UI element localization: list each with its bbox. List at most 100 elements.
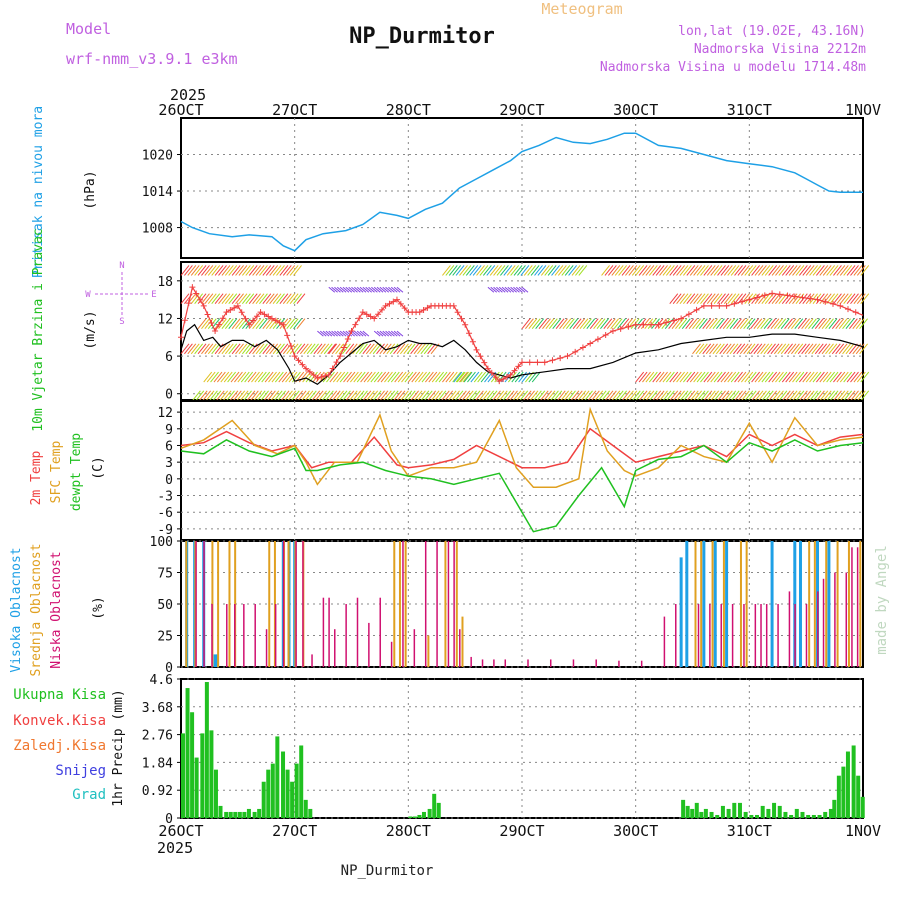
wind-barb xyxy=(313,343,323,355)
wind-barb xyxy=(363,371,373,383)
gust-marker xyxy=(739,298,746,305)
wind-barb xyxy=(693,265,703,276)
wind-barb xyxy=(727,265,737,276)
wind-barb xyxy=(298,371,308,383)
wind-barb xyxy=(715,343,725,355)
wind-barb xyxy=(376,390,385,402)
wind-barb xyxy=(406,343,416,355)
wind-barb xyxy=(751,265,760,276)
wind-barb xyxy=(228,293,238,304)
wind-barb xyxy=(245,265,255,276)
wind-barb xyxy=(190,265,200,276)
wind-barb xyxy=(507,286,515,293)
wind-barb xyxy=(696,371,706,383)
wind-barb xyxy=(231,318,241,330)
wind-barb xyxy=(306,343,316,355)
wind-barb xyxy=(730,371,740,383)
wind-barb xyxy=(259,293,268,304)
wind-barb xyxy=(354,330,361,337)
wind-barb xyxy=(676,293,685,304)
wind-barb xyxy=(603,318,613,330)
wind-barb xyxy=(809,390,818,402)
wind-barb xyxy=(376,330,384,337)
gust-marker xyxy=(814,296,821,303)
wind-barb xyxy=(625,390,634,402)
wind-barb xyxy=(781,265,791,276)
y-tick-label: 1008 xyxy=(142,222,173,237)
gust-marker xyxy=(477,353,484,360)
wind-barb xyxy=(655,371,665,383)
wind-barb xyxy=(758,371,767,383)
wind-barb xyxy=(792,371,801,383)
wind-barb xyxy=(413,390,423,402)
wind-barb xyxy=(241,265,251,276)
wind-barb xyxy=(515,390,525,402)
wind-barb xyxy=(197,265,207,276)
wind-barb xyxy=(607,390,617,402)
wind-barb xyxy=(218,293,227,304)
wind-barb xyxy=(648,390,658,402)
wind-barb xyxy=(651,318,660,330)
wind-barb xyxy=(335,390,344,402)
gust-marker xyxy=(458,315,465,322)
wind-barb xyxy=(856,371,866,383)
wind-barb xyxy=(210,371,219,383)
wind-barb xyxy=(562,318,572,330)
wind-barb xyxy=(797,318,807,330)
wind-barb xyxy=(285,371,294,383)
precip-bar xyxy=(228,811,233,818)
wind-barb xyxy=(853,390,863,402)
wind-barb xyxy=(477,371,487,383)
wind-title: 10m Vjetar Brzina i Pravac xyxy=(31,228,46,432)
wind-barb xyxy=(804,318,814,330)
y-tick-label: 1020 xyxy=(142,149,173,164)
gust-marker xyxy=(318,373,325,380)
wind-barb xyxy=(729,343,739,355)
wind-barb xyxy=(489,265,499,276)
wind-barb xyxy=(836,293,846,304)
wind-barb xyxy=(534,265,543,276)
gust-marker xyxy=(424,304,431,311)
precip-bar xyxy=(181,733,185,818)
temp-ylabel: (C) xyxy=(91,456,106,479)
wind-barb xyxy=(681,318,691,330)
wind-barb xyxy=(726,343,735,355)
wind-barb xyxy=(773,318,783,330)
wind-barb xyxy=(754,371,764,383)
wind-barb xyxy=(787,343,797,355)
wind-barb xyxy=(414,371,424,383)
wind-barb xyxy=(784,343,793,355)
wind-barb xyxy=(712,318,722,330)
wind-barb xyxy=(617,318,626,330)
wind-barb xyxy=(269,343,279,355)
wind-barb xyxy=(715,318,725,330)
wind-barb xyxy=(589,318,599,330)
wind-barb xyxy=(596,318,606,330)
model-elevation-info: Nadmorska Visina u modelu 1714.48m xyxy=(600,60,866,75)
gust-marker xyxy=(602,332,609,339)
wind-barb xyxy=(262,293,272,304)
wind-barb xyxy=(802,265,812,276)
wind-barb xyxy=(828,343,838,355)
wind-barb xyxy=(809,371,818,383)
wind-barb xyxy=(676,390,685,402)
wind-barb xyxy=(496,265,506,276)
wind-barb xyxy=(255,265,265,276)
wind-barb xyxy=(287,390,297,402)
wind-barb xyxy=(838,318,848,330)
wind-barb xyxy=(761,390,771,402)
wind-barb xyxy=(826,371,836,383)
wind-barb xyxy=(798,371,808,383)
wind-barb xyxy=(828,318,838,330)
compass-east: E xyxy=(151,290,156,300)
wind-barb xyxy=(675,318,684,330)
wind-barb xyxy=(254,371,264,383)
wind-barb xyxy=(197,343,207,355)
wind-barb xyxy=(695,343,705,355)
wind-barb xyxy=(274,371,284,383)
wind-barb xyxy=(640,318,650,330)
y-tick-label: 75 xyxy=(157,567,173,582)
wind-barb xyxy=(373,330,381,337)
wind-barb xyxy=(418,371,427,383)
gust-marker xyxy=(519,359,525,366)
